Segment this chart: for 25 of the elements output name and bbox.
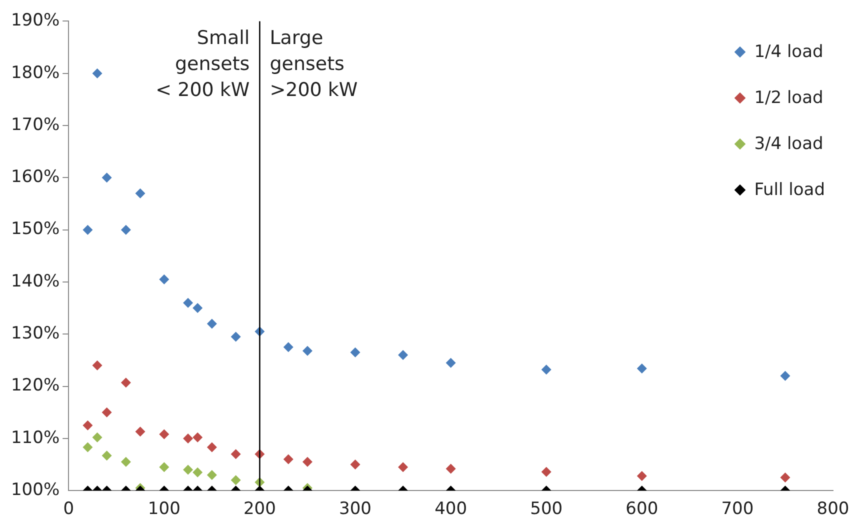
y-tick-label: 130%: [10, 324, 60, 344]
y-tick-label: 160%: [10, 167, 60, 188]
x-tick-label: 200: [243, 499, 276, 520]
y-tick-label: 150%: [10, 219, 60, 240]
annotation: Small gensets < 200 kW: [156, 26, 250, 104]
x-tick-label: 300: [339, 499, 372, 520]
legend-label: 3/4 load: [754, 134, 824, 154]
x-tick-label: 0: [63, 499, 74, 520]
x-tick-label: 100: [148, 499, 180, 520]
x-tick-label: 500: [530, 499, 563, 520]
y-tick-label: 110%: [10, 428, 60, 448]
y-tick-label: 120%: [10, 376, 60, 396]
y-tick-label: 190%: [10, 10, 60, 31]
x-tick-label: 600: [626, 499, 658, 520]
legend-label: 1/2 load: [754, 88, 824, 108]
x-tick-label: 400: [434, 499, 468, 520]
x-tick-label: 800: [816, 499, 850, 520]
x-tick-label: 700: [721, 499, 754, 520]
legend-label: 1/4 load: [754, 42, 824, 62]
y-tick-label: 180%: [10, 62, 60, 83]
legend-label: Full load: [754, 180, 825, 200]
y-tick-label: 170%: [10, 114, 60, 135]
y-tick-label: 100%: [10, 480, 60, 500]
y-tick-label: 140%: [10, 271, 60, 292]
annotation: Large gensets >200 kW: [270, 26, 358, 104]
